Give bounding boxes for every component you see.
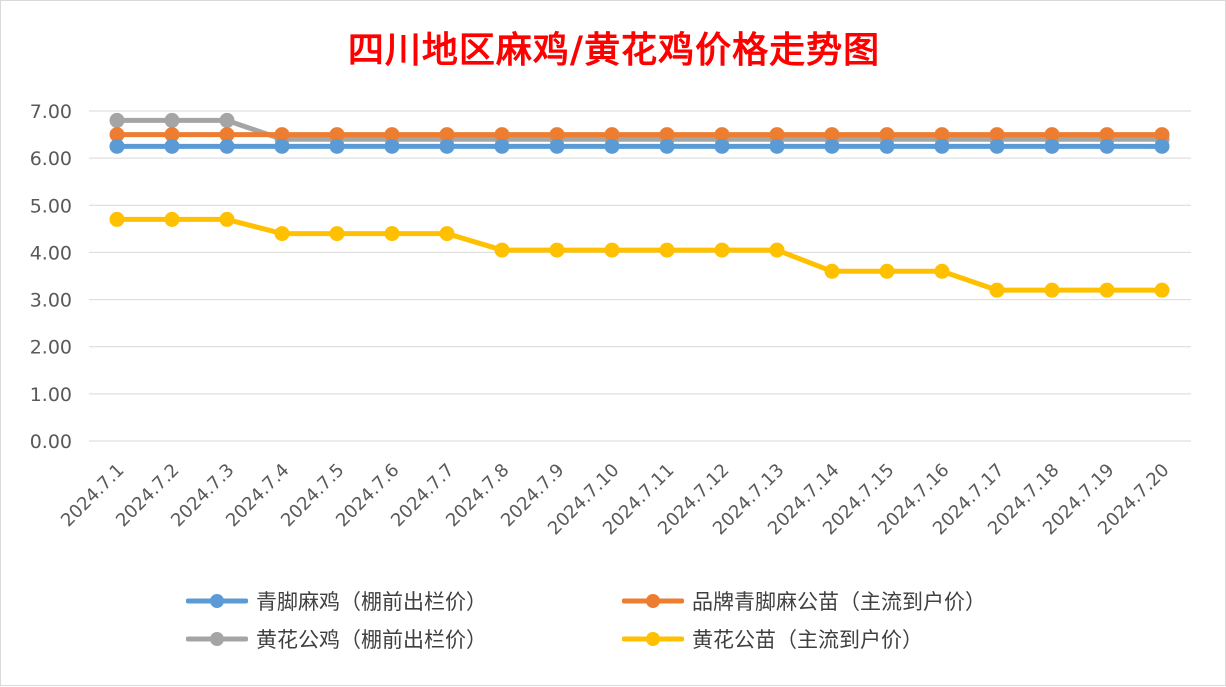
data-point [219, 211, 235, 227]
data-point [109, 112, 125, 128]
y-tick-label: 4.00 [30, 242, 72, 264]
data-point [659, 127, 675, 143]
data-point [219, 112, 235, 128]
data-point [274, 226, 290, 242]
legend-item-series-3: 黄花公苗（主流到户价） [622, 621, 923, 657]
data-point [439, 138, 455, 154]
data-point [879, 263, 895, 279]
series-0 [109, 138, 1170, 154]
data-point [274, 127, 290, 143]
legend-marker-icon [622, 594, 684, 608]
legend-label: 品牌青脚麻公苗（主流到户价） [692, 590, 986, 614]
series-3 [109, 211, 1170, 298]
legend-label: 黄花公鸡（棚前出栏价） [256, 628, 487, 652]
series-line [114, 117, 1165, 142]
data-point [109, 127, 125, 143]
y-tick-label: 1.00 [30, 384, 72, 406]
data-point [1044, 138, 1060, 154]
data-point [384, 138, 400, 154]
data-point [1154, 127, 1170, 143]
data-point [934, 263, 950, 279]
y-tick-label: 5.00 [30, 195, 72, 217]
data-point [1044, 282, 1060, 298]
data-point [714, 242, 730, 258]
data-point [989, 127, 1005, 143]
data-point [769, 242, 785, 258]
data-point [659, 138, 675, 154]
data-point [879, 138, 895, 154]
data-point [879, 127, 895, 143]
legend: 青脚麻鸡（棚前出栏价） 品牌青脚麻公苗（主流到户价） 黄花公鸡（棚前出栏价） 黄… [186, 583, 1086, 663]
data-point [604, 138, 620, 154]
legend-marker-icon [186, 594, 248, 608]
data-point [549, 138, 565, 154]
data-point [824, 127, 840, 143]
data-point [1154, 282, 1170, 298]
data-point [274, 138, 290, 154]
legend-item-series-2: 黄花公鸡（棚前出栏价） [186, 621, 487, 657]
data-point [1099, 127, 1115, 143]
data-point [219, 127, 235, 143]
data-point [934, 138, 950, 154]
data-point [989, 282, 1005, 298]
data-point [494, 242, 510, 258]
y-tick-label: 3.00 [30, 290, 72, 312]
data-point [164, 138, 180, 154]
data-point [439, 127, 455, 143]
data-point [549, 242, 565, 258]
legend-marker-icon [622, 632, 684, 646]
data-point [714, 138, 730, 154]
data-point [329, 127, 345, 143]
data-point [164, 112, 180, 128]
data-point [549, 127, 565, 143]
data-point [714, 127, 730, 143]
y-tick-label: 6.00 [30, 148, 72, 170]
data-point [604, 242, 620, 258]
legend-item-series-1: 品牌青脚麻公苗（主流到户价） [622, 583, 986, 619]
legend-label: 黄花公苗（主流到户价） [692, 628, 923, 652]
series-line [114, 216, 1165, 293]
data-point [769, 138, 785, 154]
data-point [989, 138, 1005, 154]
data-point [219, 138, 235, 154]
legend-item-series-0: 青脚麻鸡（棚前出栏价） [186, 583, 487, 619]
data-point [384, 127, 400, 143]
data-point [494, 138, 510, 154]
data-point [659, 242, 675, 258]
series-2 [109, 112, 1170, 147]
data-point [1099, 282, 1115, 298]
data-point [1044, 127, 1060, 143]
data-point [109, 211, 125, 227]
series-1 [109, 127, 1170, 143]
y-tick-label: 0.00 [30, 431, 72, 453]
data-point [824, 138, 840, 154]
data-point [439, 226, 455, 242]
y-tick-label: 7.00 [30, 101, 72, 123]
data-point [494, 127, 510, 143]
data-point [109, 138, 125, 154]
data-point [329, 226, 345, 242]
legend-marker-icon [186, 632, 248, 646]
data-point [769, 127, 785, 143]
data-point [329, 138, 345, 154]
data-point [164, 211, 180, 227]
data-point [384, 226, 400, 242]
data-point [164, 127, 180, 143]
y-tick-label: 2.00 [30, 337, 72, 359]
data-point [1154, 138, 1170, 154]
legend-label: 青脚麻鸡（棚前出栏价） [256, 590, 487, 614]
chart-title: 四川地区麻鸡/黄花鸡价格走势图 [347, 29, 881, 71]
data-point [604, 127, 620, 143]
data-point [824, 263, 840, 279]
data-point [1099, 138, 1115, 154]
data-point [934, 127, 950, 143]
